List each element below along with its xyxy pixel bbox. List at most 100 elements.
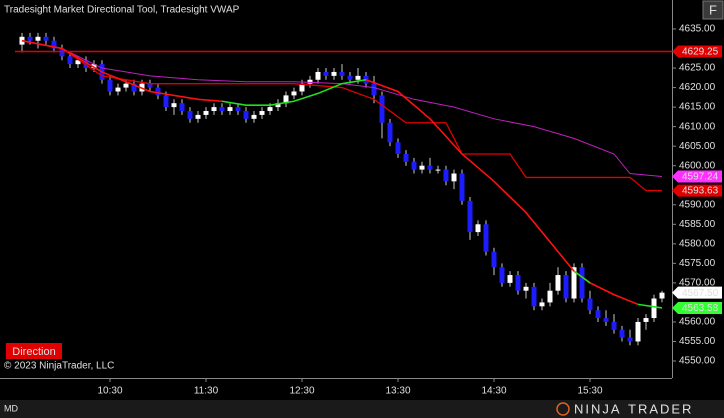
price-label-box [672,301,722,314]
candle-body [35,36,41,41]
x-tick-label: 10:30 [97,386,122,397]
price-label: 4593.63 [682,186,719,197]
y-tick-label: 4580.00 [679,238,716,249]
candle-body [523,286,529,291]
price-label: 4567.50 [682,288,719,299]
x-tick-label: 12:30 [289,386,314,397]
candle-body [475,224,481,233]
candle-body [603,318,609,322]
candle-body [563,275,569,299]
candle-body [123,83,129,88]
corner-button[interactable] [702,0,724,20]
candle-body [291,91,297,96]
candle-body [275,103,281,108]
candle-body [595,310,601,319]
candle-body [379,95,385,123]
candle-body [203,111,209,115]
copyright: © 2023 NinjaTrader, LLC [4,361,114,372]
candle-body [643,318,649,322]
candle-body [571,267,577,299]
candle-body [27,36,33,41]
candle-body [59,48,65,57]
y-tick-label: 4605.00 [679,141,716,152]
corner-button-label[interactable]: F [709,2,717,17]
direction-badge-label: Direction [12,346,55,358]
candle-body [579,267,585,299]
y-tick-label: 4600.00 [679,160,716,171]
logo-second: TRADER [628,401,693,416]
y-tick-label: 4610.00 [679,121,716,132]
candle-body [147,83,153,88]
y-tick-label: 4625.00 [679,63,716,74]
price-label-box [672,45,722,58]
indicator-line [21,40,663,177]
candle-body [627,337,633,342]
y-tick-label: 4555.00 [679,336,716,347]
candle-body [67,56,73,65]
y-tick-label: 4550.00 [679,356,716,367]
candle-body [155,87,161,96]
candle-body [587,298,593,311]
status: MD [4,403,18,413]
candle-body [267,107,273,112]
y-tick-label: 4570.00 [679,278,716,289]
direction-badge [6,343,62,359]
candle-body [347,75,353,80]
candle-body [387,122,393,143]
logo-icon [556,402,570,416]
candle-body [195,114,201,119]
x-tick-label: 13:30 [385,386,410,397]
candle-body [499,267,505,283]
candle-body [611,321,617,330]
candle-body [235,107,241,112]
x-tick-label: 15:30 [577,386,602,397]
status-bar [0,400,724,418]
candle-body [51,40,57,49]
candle-body [371,83,377,96]
y-tick-label: 4590.00 [679,199,716,210]
candle-body [75,60,81,65]
candle-body [483,224,489,252]
candle-body [491,251,497,268]
candle-body [507,275,513,283]
indicator-line [21,39,639,306]
candle-body [179,103,185,112]
candle-body [171,103,177,108]
candle-body [467,200,473,233]
y-tick-label: 4575.00 [679,258,716,269]
candle-body [331,71,337,76]
candle-body [219,107,225,112]
candle-body [419,165,425,170]
candle-body [555,275,561,291]
candle-body [355,75,361,80]
candle-body [227,107,233,112]
candle-body [411,161,417,170]
candle-body [451,173,457,182]
candle-body [251,114,257,119]
candle-body [635,321,641,342]
x-tick-label: 14:30 [481,386,506,397]
y-tick-label: 4585.00 [679,219,716,230]
y-tick-label: 4620.00 [679,82,716,93]
candle-body [315,71,321,80]
candle-body [395,142,401,154]
price-label: 4563.58 [682,303,719,314]
candle-body [659,292,665,299]
candle-body [131,83,137,92]
candle-body [435,169,441,171]
candle-body [115,87,121,92]
candle-body [651,298,657,319]
candle-body [427,165,433,170]
candle-body [339,71,345,76]
candle-body [443,169,449,182]
y-tick-label: 4615.00 [679,102,716,113]
candle-body [211,107,217,112]
candle-body [403,153,409,162]
candle-body [307,79,313,84]
candle-body [515,275,521,291]
candle-body [259,111,265,115]
price-label-box [672,184,722,197]
y-tick-label: 4635.00 [679,24,716,35]
